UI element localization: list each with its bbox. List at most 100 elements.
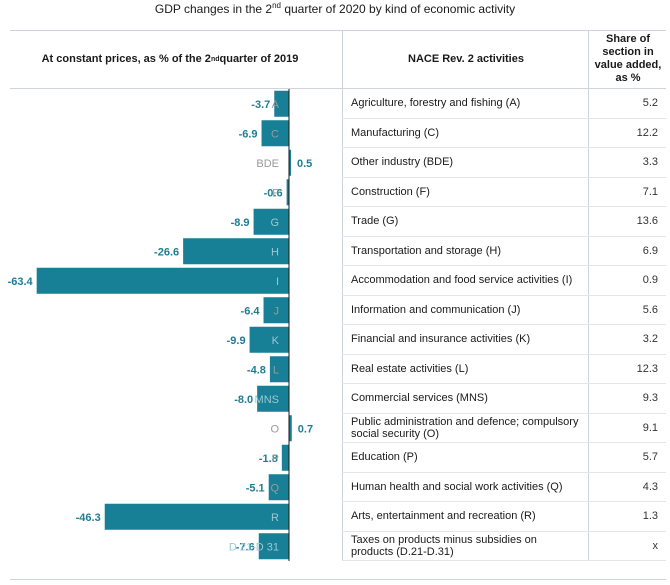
activity-name: Manufacturing (C) — [342, 118, 588, 147]
activity-name: Real estate activities (L) — [342, 354, 588, 383]
share-value: 9.3 — [588, 384, 666, 413]
bar — [289, 149, 291, 176]
value-label: -6.4 — [241, 305, 261, 317]
table-row: Education (P) 5.7 — [342, 443, 666, 473]
bar — [281, 444, 289, 471]
bar — [249, 326, 289, 353]
header-divider — [10, 88, 666, 89]
bar — [286, 179, 289, 206]
chart-header-suffix: quarter of 2019 — [219, 53, 299, 65]
activities-column-header: NACE Rev. 2 activities — [342, 30, 589, 88]
bar — [274, 90, 289, 117]
share-value: 5.6 — [588, 295, 666, 324]
bar — [269, 356, 289, 383]
activity-name: Commercial services (MNS) — [342, 384, 588, 413]
table-row: Taxes on products minus subsidies on pro… — [342, 531, 666, 561]
share-value: x — [588, 531, 666, 560]
value-label: 0.7 — [298, 423, 313, 435]
activity-name: Trade (G) — [342, 207, 588, 236]
share-header-label: Share of section in value added, as % — [594, 33, 662, 84]
category-label: I — [276, 276, 279, 288]
activity-name: Human health and social work activities … — [342, 472, 588, 501]
chart-header-superscript: nd — [210, 55, 220, 63]
table-row: Public administration and defence; compu… — [342, 413, 666, 443]
bar — [183, 238, 289, 265]
table-row: Transportation and storage (H) 6.9 — [342, 236, 666, 266]
table-row: Information and communication (J) 5.6 — [342, 295, 666, 325]
value-label: -8.9 — [231, 217, 250, 229]
table-row: Financial and insurance activities (K) 3.… — [342, 325, 666, 355]
title-suffix: quarter of 2020 by kind of economic acti… — [280, 2, 516, 16]
table-row: Agriculture, forestry and fishing (A) 5.2 — [342, 89, 666, 119]
bar — [261, 120, 289, 147]
category-label: Q — [270, 482, 279, 494]
activity-name: Information and communication (J) — [342, 295, 588, 324]
table-frame — [10, 30, 666, 580]
value-label: -1.8 — [259, 453, 278, 465]
activity-name: Public administration and defence; compu… — [342, 413, 588, 442]
category-label: L — [273, 364, 279, 376]
category-label: H — [271, 246, 279, 258]
category-label: BDE — [256, 158, 279, 170]
value-label: -8.0 — [234, 394, 253, 406]
bar — [104, 503, 289, 530]
value-label: -63.4 — [8, 276, 34, 288]
activity-name: Accommodation and food service activitie… — [342, 266, 588, 295]
activity-name: Taxes on products minus subsidies on pro… — [342, 531, 588, 560]
table-row: Construction (F) 7.1 — [342, 177, 666, 207]
bar — [36, 267, 289, 294]
category-label: F — [272, 187, 279, 199]
activity-name: Education (P) — [342, 443, 588, 472]
value-label: -6.9 — [239, 128, 258, 140]
category-label: C — [271, 128, 279, 140]
bar — [263, 297, 289, 324]
title-superscript: nd — [272, 1, 281, 10]
table-row: Manufacturing (C) 12.2 — [342, 118, 666, 148]
share-value: 12.3 — [588, 354, 666, 383]
value-label: -0.6 — [264, 187, 283, 199]
title-prefix: GDP changes in the 2 — [154, 2, 273, 16]
share-value: 7.1 — [588, 177, 666, 206]
table-row: Real estate activities (L) 12.3 — [342, 354, 666, 384]
category-label: MNS — [255, 394, 279, 406]
activity-name: Arts, entertainment and recreation (R) — [342, 502, 588, 531]
share-column-header: Share of section in value added, as % — [588, 30, 667, 88]
value-label: -5.1 — [246, 482, 265, 494]
value-label: -26.6 — [154, 246, 179, 258]
value-label: -9.9 — [227, 335, 246, 347]
activity-name: Other industry (BDE) — [342, 148, 588, 177]
value-label: 0.5 — [297, 158, 312, 170]
table-row: Accommodation and food service activitie… — [342, 266, 666, 296]
bar — [257, 385, 289, 412]
table-row: Commercial services (MNS) 9.3 — [342, 384, 666, 414]
share-value: 4.3 — [588, 472, 666, 501]
table-row: Trade (G) 13.6 — [342, 207, 666, 237]
bar — [268, 474, 289, 501]
share-value: 1.3 — [588, 502, 666, 531]
share-value: 3.2 — [588, 325, 666, 354]
table-row: Human health and social work activities … — [342, 472, 666, 502]
bar — [289, 415, 292, 442]
share-value: 5.2 — [588, 89, 666, 118]
share-value: 9.1 — [588, 413, 666, 442]
share-value: 5.7 — [588, 443, 666, 472]
activity-name: Construction (F) — [342, 177, 588, 206]
value-label: -7.6 — [236, 541, 255, 553]
category-label: R — [271, 512, 279, 524]
category-label: K — [272, 335, 280, 347]
share-value: 12.2 — [588, 118, 666, 147]
activities-header-label: NACE Rev. 2 activities — [408, 53, 524, 65]
value-label: -3.7 — [251, 99, 270, 111]
bar — [258, 533, 289, 560]
share-value: 6.9 — [588, 236, 666, 265]
page-title: GDP changes in the 2nd quarter of 2020 b… — [0, 0, 670, 23]
share-value: 3.3 — [588, 148, 666, 177]
table-row: Arts, entertainment and recreation (R) 1.… — [342, 502, 666, 532]
value-label: -4.8 — [247, 364, 266, 376]
category-label: P — [272, 453, 279, 465]
activity-name: Financial and insurance activities (K) — [342, 325, 588, 354]
category-label: D 21-D 31 — [229, 541, 279, 553]
table-row: Other industry (BDE) 3.3 — [342, 148, 666, 178]
